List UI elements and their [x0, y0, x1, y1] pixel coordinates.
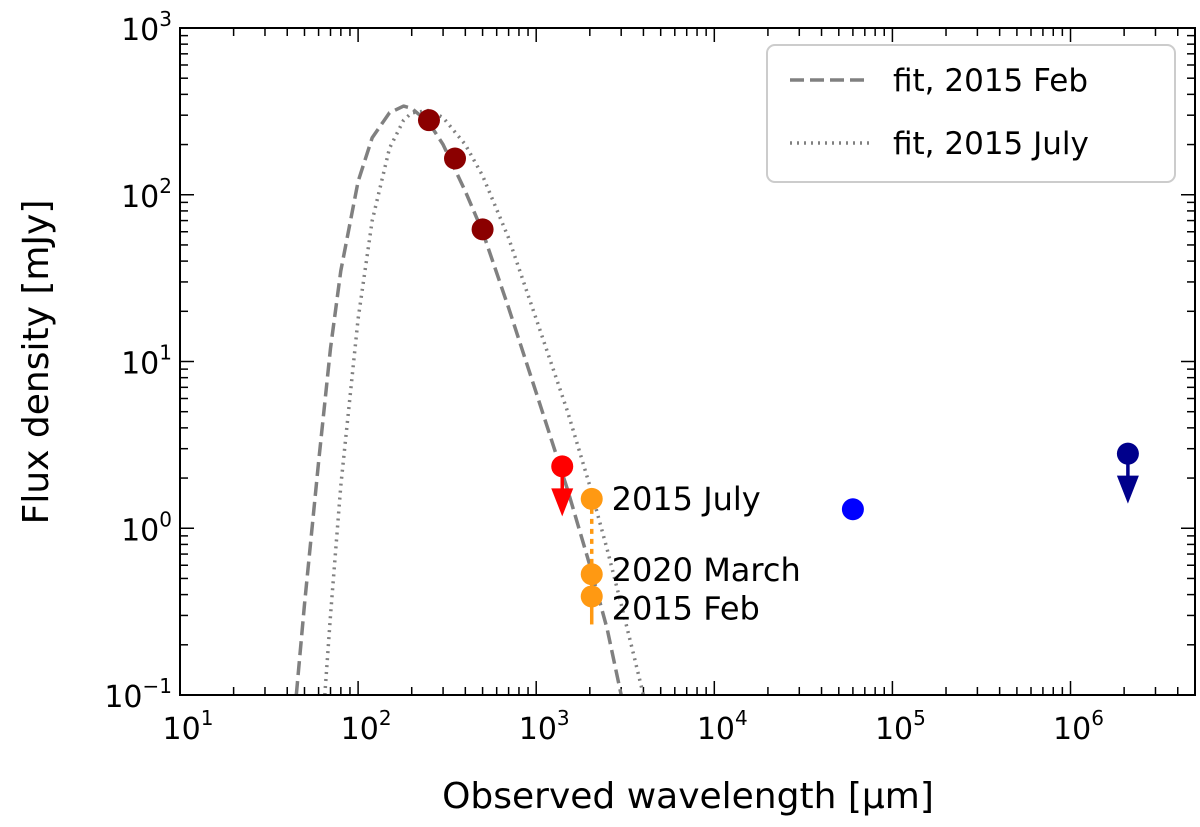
x-tick-label-exponent: 5 — [913, 706, 926, 730]
x-axis-label: Observed wavelength [μm] — [442, 776, 934, 817]
x-tick-labels: 101 102 103 104 105 106 — [163, 706, 1104, 747]
legend-entry-feb: fit, 2015 Feb — [893, 63, 1088, 99]
y-tick-label-base: 10 — [104, 680, 142, 715]
x-tick-label-base: 10 — [697, 712, 735, 747]
data-points — [417, 109, 1139, 608]
point-annotation: 2015 July — [612, 480, 761, 518]
x-tick-label: 106 — [1053, 706, 1104, 747]
y-tick-label: 103 — [121, 7, 172, 48]
y-tick-label: 101 — [121, 341, 172, 382]
y-tick-label-exponent: 0 — [159, 507, 172, 531]
x-tick-label-base: 10 — [163, 712, 201, 747]
data-point — [580, 487, 603, 510]
x-tick-label-exponent: 6 — [1091, 706, 1104, 730]
y-tick-label-exponent: 2 — [159, 174, 172, 198]
fit-curve-july — [323, 108, 646, 695]
data-point — [1116, 442, 1139, 465]
y-tick-label: 102 — [121, 174, 172, 215]
y-tick-label-exponent: 3 — [159, 7, 172, 31]
x-tick-label: 104 — [697, 706, 748, 747]
x-tick-label: 103 — [519, 706, 570, 747]
data-point — [841, 498, 864, 521]
x-tick-label-base: 10 — [1053, 712, 1091, 747]
data-point — [471, 218, 494, 241]
x-tick-label-exponent: 1 — [201, 706, 214, 730]
x-tick-label-base: 10 — [875, 712, 913, 747]
fit-curve-feb — [294, 104, 623, 695]
data-point — [444, 147, 467, 170]
legend: fit, 2015 Feb fit, 2015 July — [766, 44, 1176, 183]
x-tick-label-exponent: 2 — [379, 706, 392, 730]
data-point — [417, 109, 440, 132]
y-axis-label: Flux density [mJy] — [16, 200, 57, 525]
axis-ticks — [179, 27, 1196, 696]
legend-box — [766, 44, 1176, 183]
x-tick-label: 101 — [163, 706, 214, 747]
x-tick-label-exponent: 3 — [557, 706, 570, 730]
x-tick-label: 102 — [341, 706, 392, 747]
y-tick-label-exponent: 1 — [159, 341, 172, 365]
x-tick-label-exponent: 4 — [735, 706, 748, 730]
point-annotation: 2020 March — [612, 551, 801, 589]
data-point — [580, 563, 603, 586]
y-tick-label-base: 10 — [121, 13, 159, 48]
y-tick-label-base: 10 — [121, 180, 159, 215]
upper-limit-arrow-head — [551, 488, 574, 517]
y-tick-label: 10−1 — [104, 674, 172, 715]
y-tick-label: 100 — [121, 507, 172, 548]
y-tick-label-exponent: −1 — [143, 674, 172, 698]
plot-frame — [179, 27, 1196, 696]
x-tick-label-base: 10 — [519, 712, 557, 747]
y-tick-label-base: 10 — [121, 513, 159, 548]
upper-limit-arrow-head — [1116, 475, 1139, 504]
y-tick-label-base: 10 — [121, 347, 159, 382]
legend-entry-july: fit, 2015 July — [893, 126, 1089, 162]
x-tick-label: 105 — [875, 706, 926, 747]
point-annotation: 2015 Feb — [612, 590, 760, 628]
data-point — [551, 455, 574, 478]
x-tick-label-base: 10 — [341, 712, 379, 747]
data-point — [580, 585, 603, 608]
